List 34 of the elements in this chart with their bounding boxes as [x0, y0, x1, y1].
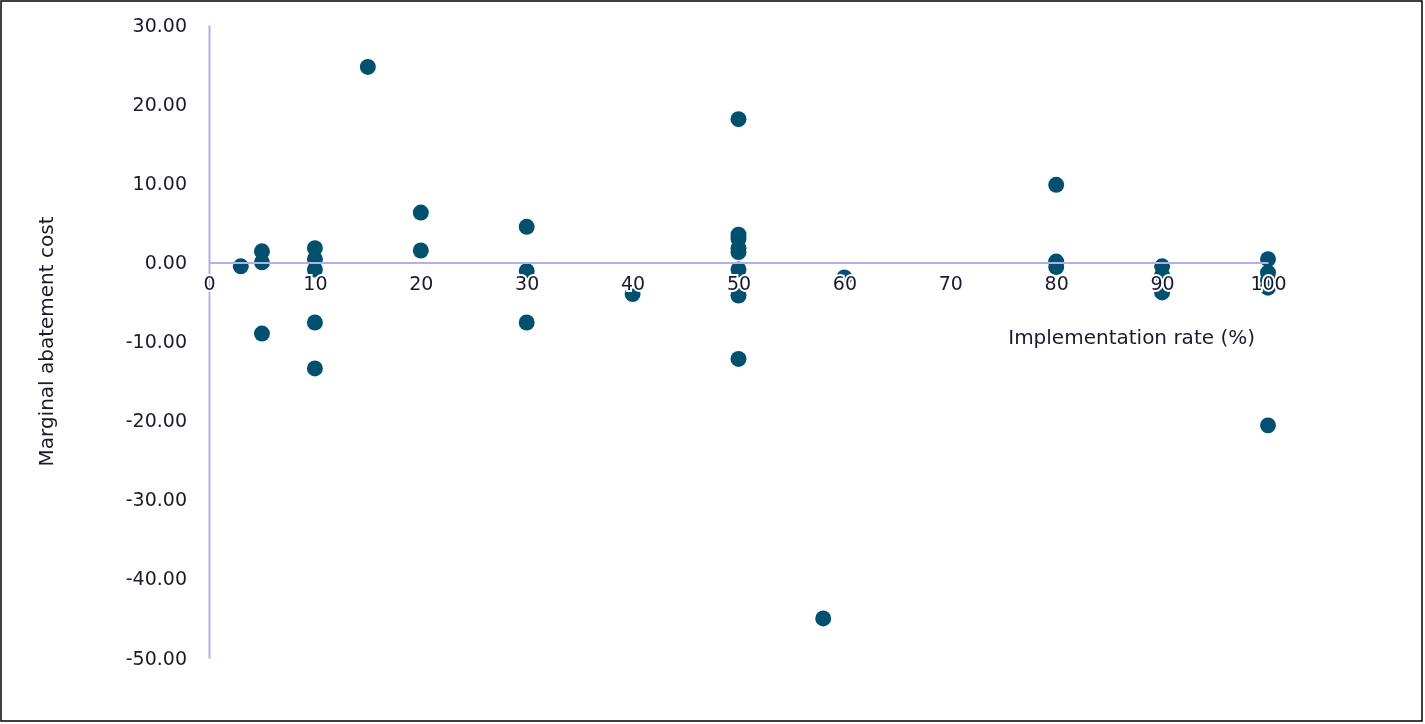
x-axis-title: Implementation rate (%) [1008, 325, 1255, 350]
point [518, 218, 535, 235]
x-tick-label: 40 [621, 271, 646, 294]
y-tick-label: -20.00 [125, 409, 187, 432]
y-tick-label: 10.00 [132, 171, 187, 194]
point [815, 610, 832, 627]
x-tick-label: 10 [303, 271, 328, 294]
point [730, 350, 747, 367]
point [306, 314, 323, 331]
y-tick-label: -40.00 [125, 567, 187, 590]
point [1260, 251, 1276, 268]
point [730, 111, 747, 128]
point [306, 360, 323, 377]
x-tick-label: 50 [726, 271, 752, 294]
y-tick-label: 20.00 [132, 92, 187, 115]
y-tick-label: -10.00 [125, 330, 187, 353]
x-tick-label: 0 [203, 271, 216, 294]
x-tick-label: 80 [1044, 271, 1069, 294]
point [253, 325, 270, 342]
y-tick-label: 30.00 [132, 13, 187, 36]
y-axis-title: Marginal abatement cost [34, 216, 58, 467]
y-tick-label: 0.00 [144, 250, 187, 273]
point [1048, 176, 1065, 193]
x-tick-label: 70 [938, 271, 963, 294]
x-tick-label: 30 [515, 271, 540, 294]
x-tick-label: 90 [1150, 271, 1175, 294]
point [518, 314, 535, 331]
y-tick-label: -50.00 [125, 646, 187, 669]
point [359, 58, 376, 75]
y-tick-label: -30.00 [125, 488, 187, 511]
point [412, 242, 429, 259]
point [1260, 417, 1276, 434]
point [412, 204, 429, 221]
x-tick-label: 20 [409, 271, 434, 294]
